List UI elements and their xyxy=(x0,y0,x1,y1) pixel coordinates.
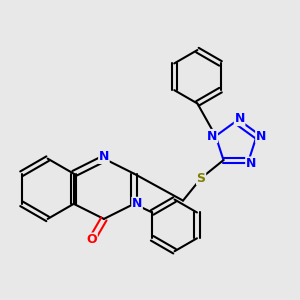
Text: N: N xyxy=(132,197,142,210)
Text: N: N xyxy=(246,157,256,170)
Text: N: N xyxy=(234,112,245,125)
Text: N: N xyxy=(99,150,109,164)
Text: N: N xyxy=(256,130,266,142)
Text: S: S xyxy=(196,172,206,185)
Text: N: N xyxy=(207,130,217,142)
Text: O: O xyxy=(86,233,97,246)
